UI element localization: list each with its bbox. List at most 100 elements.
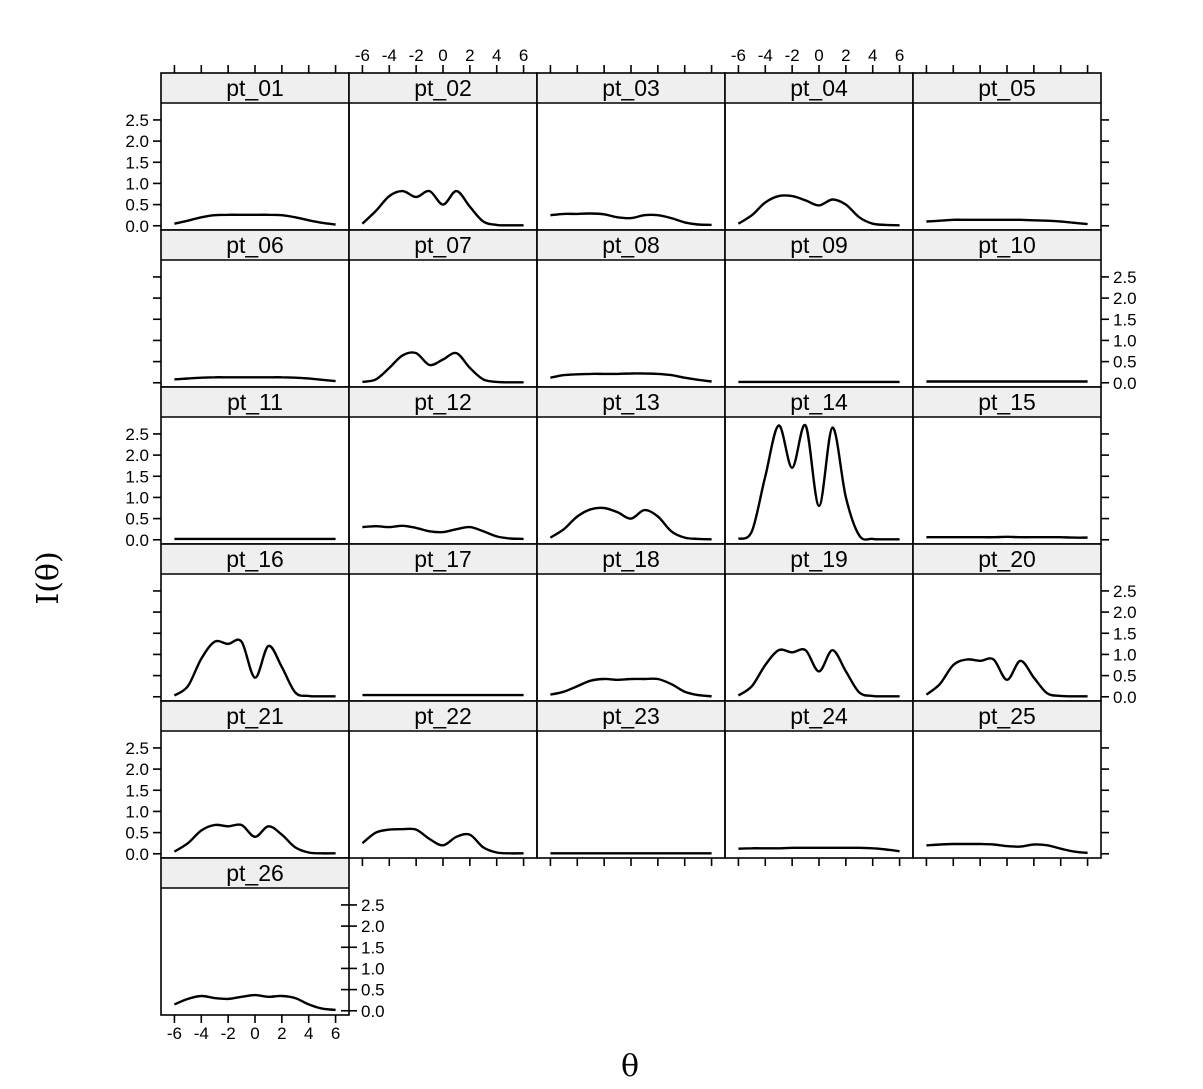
y-tick-label: 1.0	[1113, 645, 1137, 664]
axes-layer: -6 -4 -2 0 2 4 6 -6 -4 -2 0 2 4 6-6 -4 -2 0 2 4 60.00.51.01…	[125, 46, 1136, 1043]
panel-strip	[725, 73, 913, 103]
panel-strip	[161, 544, 349, 574]
x-tick-label: -4	[194, 1024, 209, 1043]
y-tick-label: 0.5	[1113, 667, 1137, 686]
series-line	[173, 823, 336, 855]
series-line	[549, 506, 712, 541]
series-line	[173, 638, 336, 698]
x-tick-label: 2	[841, 46, 850, 65]
panel-title: pt_19	[790, 546, 848, 572]
x-axis-top-3: -6 -4 -2 0 2 4 6	[731, 46, 904, 73]
panel-pt_07: pt_07	[348, 229, 538, 388]
y-tick-label: 1.0	[361, 959, 385, 978]
y-tick-label: 2.5	[361, 896, 385, 915]
y-axis-right-0	[1101, 119, 1109, 227]
y-tick-label: 2.0	[125, 446, 149, 465]
y-tick-label: 2.0	[1113, 289, 1137, 308]
y-tick-label: 0.5	[125, 510, 149, 529]
panel-pt_19: pt_19	[724, 543, 914, 702]
y-tick-label: 0.0	[1113, 688, 1137, 707]
x-tick-label: -6	[731, 46, 746, 65]
panel-title: pt_01	[226, 75, 284, 101]
panel-title: pt_05	[978, 75, 1036, 101]
panel-title: pt_08	[602, 232, 660, 258]
panel-title: pt_06	[226, 232, 284, 258]
panel-strip	[161, 230, 349, 260]
y-axis-left-0: 0.0 0.5 1.0 1.5 2.0 2.5	[125, 111, 161, 236]
panel-strip	[913, 73, 1101, 103]
panel-strip	[913, 701, 1101, 731]
panel-strip	[725, 230, 913, 260]
panel-pt_05: pt_05	[912, 72, 1102, 231]
panel-pt_09: pt_09	[724, 229, 914, 388]
x-tick-label: -6	[355, 46, 370, 65]
series-line	[926, 842, 1088, 855]
panel-strip	[349, 230, 537, 260]
panel-title: pt_21	[226, 703, 284, 729]
x-tick-label: -6	[167, 1024, 182, 1043]
series-line	[550, 677, 712, 698]
panel-pt_25: pt_25	[912, 700, 1102, 859]
y-tick-label: 1.5	[1113, 310, 1137, 329]
panel-pt_14: pt_14	[724, 386, 914, 545]
series-line	[550, 212, 712, 227]
x-tick-label: -4	[382, 46, 397, 65]
x-tick-label: 6	[519, 46, 528, 65]
y-tick-label: 2.5	[1113, 582, 1137, 601]
y-tick-label: 0.0	[125, 845, 149, 864]
y-tick-label: 2.0	[125, 132, 149, 151]
x-tick-label: 6	[895, 46, 904, 65]
panel-pt_23: pt_23	[536, 700, 726, 859]
y-tick-label: 2.0	[1113, 603, 1137, 622]
panel-strip	[349, 701, 537, 731]
panel-strip	[537, 230, 725, 260]
panel-strip	[349, 73, 537, 103]
x-tick-label: 4	[868, 46, 877, 65]
panel-strip	[349, 544, 537, 574]
panel-title: pt_18	[602, 546, 660, 572]
y-axis-right-4	[1101, 747, 1109, 855]
panel-title: pt_09	[790, 232, 848, 258]
panel-strip	[537, 544, 725, 574]
series-line	[737, 647, 900, 698]
x-axis-top-4	[925, 65, 1089, 73]
y-axis-right-2	[1101, 433, 1109, 541]
panel-title: pt_02	[414, 75, 472, 101]
series-line	[926, 218, 1088, 226]
panel-strip	[913, 544, 1101, 574]
panel-pt_16: pt_16	[160, 543, 350, 702]
panel-title: pt_24	[790, 703, 848, 729]
y-tick-label: 1.0	[125, 174, 149, 193]
series-line	[925, 657, 1088, 698]
panel-strip	[913, 230, 1101, 260]
y-tick-label: 2.5	[125, 111, 149, 130]
panel-title: pt_26	[226, 860, 284, 886]
panel-strip	[161, 701, 349, 731]
y-tick-label: 0.5	[1113, 353, 1137, 372]
panel-title: pt_17	[414, 546, 472, 572]
panel-title: pt_22	[414, 703, 472, 729]
y-axis-left-5	[341, 904, 349, 1012]
y-tick-label: 0.0	[125, 217, 149, 236]
y-tick-label: 2.0	[125, 760, 149, 779]
y-axis-left-1	[153, 276, 161, 384]
panel-title: pt_23	[602, 703, 660, 729]
panel-strip	[725, 701, 913, 731]
series-line	[361, 827, 524, 855]
y-tick-label: 2.5	[125, 739, 149, 758]
panel-pt_22: pt_22	[348, 700, 538, 859]
panel-pt_08: pt_08	[536, 229, 726, 388]
panel-strip	[913, 387, 1101, 417]
panel-title: pt_13	[602, 389, 660, 415]
series-line	[174, 376, 336, 383]
y-tick-label: 0.5	[125, 824, 149, 843]
x-axis-bottom-1	[361, 858, 525, 866]
panel-title: pt_16	[226, 546, 284, 572]
series-line	[362, 351, 524, 384]
panel-strip	[725, 544, 913, 574]
y-tick-label: 1.5	[125, 153, 149, 172]
panel-strip	[537, 73, 725, 103]
panel-title: pt_07	[414, 232, 472, 258]
panel-title: pt_11	[227, 389, 283, 415]
